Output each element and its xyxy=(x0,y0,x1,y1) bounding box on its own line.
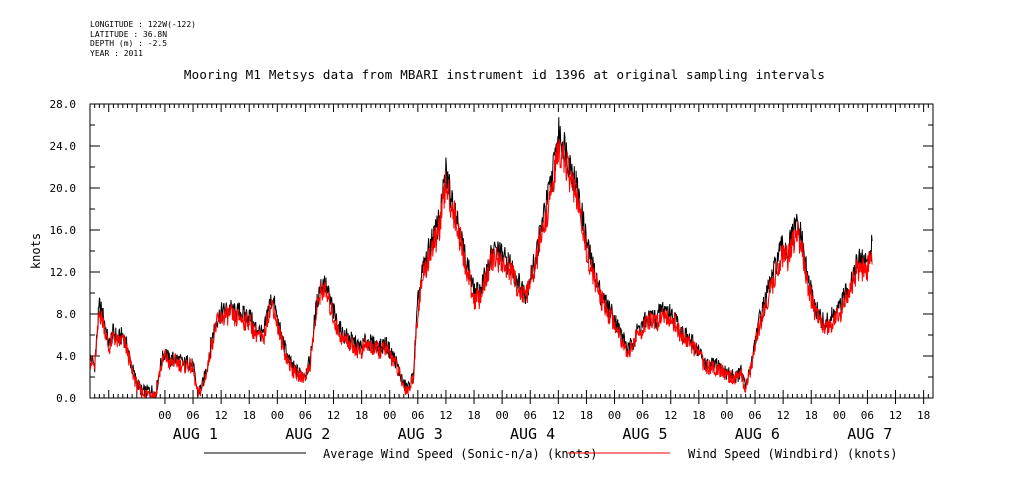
x-hour-label: 06 xyxy=(411,409,424,422)
x-hour-label: 00 xyxy=(271,409,284,422)
x-day-label: AUG 7 xyxy=(847,425,892,443)
chart-title: Mooring M1 Metsys data from MBARI instru… xyxy=(183,67,826,82)
x-hour-label: 18 xyxy=(805,409,818,422)
metadata-block: LONGITUDE : 122W(-122) LATITUDE : 36.8N … xyxy=(90,20,196,58)
series-line-1 xyxy=(89,138,873,398)
x-hour-label: 18 xyxy=(580,409,593,422)
x-hour-label: 12 xyxy=(552,409,565,422)
x-axis: 00 06 12 18 00 06 12 18 00 06 12 18 00 06 12 18 00 06 12 18… xyxy=(89,104,934,443)
y-tick-label: 4.0 xyxy=(56,350,76,363)
x-hour-label: 06 xyxy=(299,409,312,422)
year-text: YEAR : 2011 xyxy=(90,48,143,58)
plot-frame xyxy=(89,103,934,399)
series-line-0 xyxy=(89,117,873,399)
x-hour-label: 00 xyxy=(608,409,621,422)
y-tick-label: 8.0 xyxy=(56,308,76,321)
x-day-label: AUG 1 xyxy=(173,425,218,443)
x-day-label: AUG 5 xyxy=(622,425,667,443)
x-hour-label: 18 xyxy=(467,409,480,422)
x-hour-label: 12 xyxy=(439,409,452,422)
y-tick-label: 12.0 xyxy=(50,266,77,279)
series-layer xyxy=(89,117,873,399)
x-day-label: AUG 6 xyxy=(735,425,780,443)
x-hour-label: 12 xyxy=(664,409,677,422)
x-hour-label: 00 xyxy=(720,409,733,422)
x-hour-label: 12 xyxy=(777,409,790,422)
x-hour-label: 06 xyxy=(861,409,874,422)
y-tick-label: 24.0 xyxy=(50,140,77,153)
x-hour-label: 00 xyxy=(496,409,509,422)
x-hour-label: 18 xyxy=(692,409,705,422)
depth-text: DEPTH (m) : -2.5 xyxy=(90,39,168,48)
latitude-text: LATITUDE : 36.8N xyxy=(90,29,168,39)
y-axis-label: knots xyxy=(29,233,43,269)
legend: Average Wind Speed (Sonic-n/a) (knots) W… xyxy=(204,447,898,461)
x-hour-label: 12 xyxy=(889,409,902,422)
x-hour-label: 00 xyxy=(833,409,846,422)
y-axis: 0.0 4.0 8.0 12.0 16.0 20.0 24.0 28.0 xyxy=(50,98,933,405)
y-tick-label: 0.0 xyxy=(56,392,76,405)
x-hour-label: 12 xyxy=(215,409,228,422)
x-hour-label: 18 xyxy=(243,409,256,422)
x-hour-label: 00 xyxy=(383,409,396,422)
x-hour-label: 06 xyxy=(748,409,761,422)
y-tick-label: 28.0 xyxy=(50,98,77,111)
x-hour-label: 12 xyxy=(327,409,340,422)
legend-label-series-1: Wind Speed (Windbird) (knots) xyxy=(688,447,898,461)
x-day-label: AUG 2 xyxy=(285,425,330,443)
x-hour-label: 06 xyxy=(186,409,199,422)
legend-label-series-0: Average Wind Speed (Sonic-n/a) (knots) xyxy=(323,447,598,461)
y-tick-label: 16.0 xyxy=(50,224,77,237)
x-hour-label: 18 xyxy=(355,409,368,422)
x-day-label: AUG 4 xyxy=(510,425,555,443)
x-hour-label: 06 xyxy=(524,409,537,422)
x-hour-label: 06 xyxy=(636,409,649,422)
x-hour-label: 18 xyxy=(917,409,930,422)
y-tick-label: 20.0 xyxy=(50,182,77,195)
x-day-label: AUG 3 xyxy=(398,425,443,443)
x-hour-label: 00 xyxy=(158,409,171,422)
longitude-text: LONGITUDE : 122W(-122) xyxy=(90,20,196,29)
